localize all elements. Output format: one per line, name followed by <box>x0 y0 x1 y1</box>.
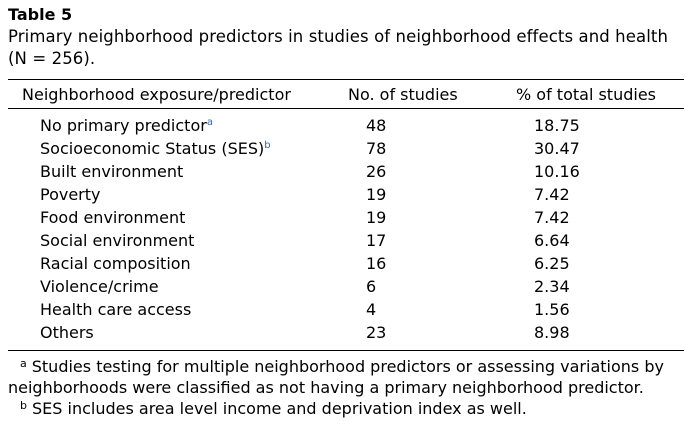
predictor-label: Built environment <box>40 162 184 181</box>
footnote-a: a Studies testing for multiple neighborho… <box>8 356 684 398</box>
percent-cell: 1.56 <box>534 300 570 319</box>
predictor-table: Neighborhood exposure/predictor No. of s… <box>8 80 684 108</box>
predictor-label: Food environment <box>40 208 186 227</box>
table-row: Health care access 4 1.56 <box>8 298 684 321</box>
studies-count-cell: 6 <box>366 277 377 296</box>
header-row: Neighborhood exposure/predictor No. of s… <box>8 80 684 108</box>
predictor-cell: Others <box>8 321 366 344</box>
footnotes: a Studies testing for multiple neighborho… <box>8 356 684 419</box>
predictor-table-body: No primary predictora 48 18.75 Socioeconomi… <box>8 109 684 344</box>
column-header-studies: No. of studies <box>348 84 458 104</box>
studies-count-cell: 23 <box>366 323 387 342</box>
percent-cell: 7.42 <box>534 208 570 227</box>
footnote-link[interactable]: a <box>206 117 213 128</box>
percent-cell: 7.42 <box>534 185 570 204</box>
predictor-cell: Violence/crime <box>8 275 366 298</box>
footnote-text: Studies testing for multiple neighborhoo… <box>8 357 664 397</box>
predictor-label: Others <box>40 323 94 342</box>
studies-count-cell: 16 <box>366 254 387 273</box>
table-row: Violence/crime 6 2.34 <box>8 275 684 298</box>
table-row: Racial composition 16 6.25 <box>8 252 684 275</box>
table-row: Built environment 26 10.16 <box>8 160 684 183</box>
column-header-percent: % of total studies <box>516 84 656 104</box>
percent-cell: 18.75 <box>534 116 580 135</box>
predictor-cell: No primary predictora <box>8 109 366 137</box>
footnote-b: b SES includes area level income and depr… <box>8 398 684 419</box>
table-row: Food environment 19 7.42 <box>8 206 684 229</box>
percent-cell: 10.16 <box>534 162 580 181</box>
percent-cell: 6.25 <box>534 254 570 273</box>
table-caption: Primary neighborhood predictors in studi… <box>8 27 669 68</box>
percent-cell: 30.47 <box>534 139 580 158</box>
predictor-cell: Poverty <box>8 183 366 206</box>
studies-count-cell: 4 <box>366 300 377 319</box>
table-row: Socioeconomic Status (SES)b 78 30.47 <box>8 137 684 160</box>
predictor-cell: Health care access <box>8 298 366 321</box>
studies-count-cell: 19 <box>366 208 387 227</box>
header-rule <box>8 108 684 109</box>
studies-count-cell: 19 <box>366 185 387 204</box>
predictor-cell: Racial composition <box>8 252 366 275</box>
predictor-label: Violence/crime <box>40 277 159 296</box>
studies-count-cell: 17 <box>366 231 387 250</box>
predictor-label: Health care access <box>40 300 192 319</box>
table-label: Table 5 <box>8 5 73 24</box>
predictor-label: Poverty <box>40 185 101 204</box>
bottom-rule <box>8 350 684 351</box>
percent-cell: 6.64 <box>534 231 570 250</box>
footnote-mark: b <box>20 399 27 412</box>
footnote-text: SES includes area level income and depri… <box>31 399 527 418</box>
predictor-cell: Social environment <box>8 229 366 252</box>
footnote-mark: a <box>20 357 27 370</box>
top-rule <box>8 79 684 80</box>
predictor-cell: Food environment <box>8 206 366 229</box>
column-header-predictor: Neighborhood exposure/predictor <box>22 84 291 104</box>
studies-count-cell: 48 <box>366 116 387 135</box>
footnote-link[interactable]: b <box>264 140 271 151</box>
table-row: Others 23 8.98 <box>8 321 684 344</box>
percent-cell: 8.98 <box>534 323 570 342</box>
percent-cell: 2.34 <box>534 277 570 296</box>
predictor-label: No primary predictor <box>40 116 207 135</box>
table-row: No primary predictora 48 18.75 <box>8 109 684 137</box>
predictor-label: Racial composition <box>40 254 191 273</box>
predictor-cell: Built environment <box>8 160 366 183</box>
predictor-cell: Socioeconomic Status (SES)b <box>8 137 366 160</box>
studies-count-cell: 26 <box>366 162 387 181</box>
table-row: Social environment 17 6.64 <box>8 229 684 252</box>
table-row: Poverty 19 7.42 <box>8 183 684 206</box>
predictor-label: Socioeconomic Status (SES) <box>40 139 265 158</box>
predictor-label: Social environment <box>40 231 195 250</box>
studies-count-cell: 78 <box>366 139 387 158</box>
